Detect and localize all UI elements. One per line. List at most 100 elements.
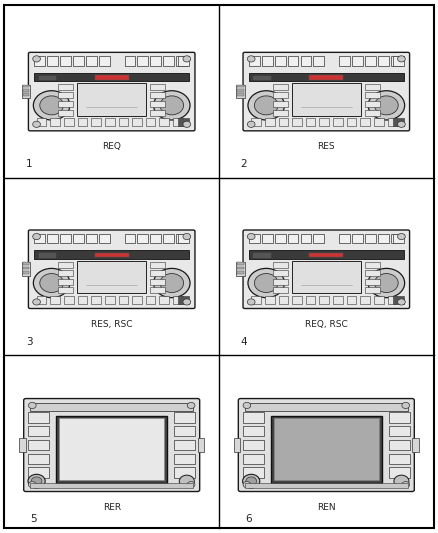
Bar [365,287,380,293]
Circle shape [402,402,410,408]
Circle shape [243,474,260,488]
Bar [198,438,204,452]
Bar [365,92,380,99]
Bar [150,101,166,107]
Bar [389,454,410,464]
Bar [28,413,49,423]
Bar [389,426,410,437]
Text: 2: 2 [240,159,247,169]
FancyBboxPatch shape [28,52,195,131]
Bar [91,296,101,304]
Bar [300,234,311,244]
Bar [253,76,271,80]
Bar [35,72,189,81]
Bar [60,234,71,244]
Bar [150,287,166,293]
Bar [288,234,298,244]
FancyBboxPatch shape [243,230,410,309]
Bar [99,56,110,66]
Bar [249,56,260,66]
Bar [105,296,114,304]
Bar [132,118,142,126]
Bar [393,118,403,126]
Bar [138,234,148,244]
Bar [73,56,84,66]
Bar [243,413,264,423]
Bar [150,279,166,285]
Bar [412,438,419,452]
Bar [21,85,30,99]
Circle shape [374,273,398,293]
Bar [272,287,288,293]
Bar [159,296,169,304]
Bar [309,253,343,257]
Bar [47,234,58,244]
Bar [28,454,49,464]
Bar [262,56,272,66]
Bar [272,92,288,99]
Bar [58,110,73,116]
Circle shape [40,273,64,293]
Bar [58,92,73,99]
Bar [28,426,49,437]
Bar [360,118,370,126]
Bar [374,118,384,126]
Circle shape [398,233,405,240]
Text: 6: 6 [245,514,251,524]
Bar [265,296,275,304]
Bar [39,253,56,257]
Bar [64,118,74,126]
Text: RES, RSC: RES, RSC [91,320,132,329]
Bar [174,413,195,423]
Bar [314,56,324,66]
Bar [23,266,29,269]
Bar [58,270,73,276]
Bar [30,403,193,410]
Bar [59,418,164,480]
Bar [174,440,195,450]
Bar [393,234,403,244]
Bar [236,262,245,276]
Bar [251,296,261,304]
Bar [319,296,329,304]
Bar [78,118,87,126]
Bar [28,440,49,450]
Bar [339,234,350,244]
Text: 4: 4 [240,336,247,346]
Bar [99,234,110,244]
Bar [60,56,71,66]
FancyBboxPatch shape [28,230,195,309]
Bar [237,271,244,273]
FancyBboxPatch shape [243,52,410,131]
Bar [176,234,187,244]
Bar [292,296,302,304]
Bar [35,234,45,244]
Bar [306,118,315,126]
Bar [275,56,286,66]
Bar [95,253,129,257]
Bar [47,56,58,66]
Bar [279,118,288,126]
Bar [36,296,46,304]
Bar [19,438,26,452]
Bar [378,56,389,66]
Bar [365,270,380,276]
Bar [138,56,148,66]
Circle shape [183,56,191,62]
Bar [309,75,343,79]
Bar [58,84,73,90]
Circle shape [368,269,405,297]
Bar [360,296,370,304]
Bar [236,85,245,99]
Circle shape [246,477,257,486]
Bar [150,92,166,99]
Bar [150,56,161,66]
FancyBboxPatch shape [238,399,414,491]
Bar [23,85,29,87]
Circle shape [398,56,405,62]
Circle shape [33,233,40,240]
Bar [176,56,187,66]
Text: REQ: REQ [102,142,121,151]
Bar [245,403,408,410]
Circle shape [28,481,36,488]
